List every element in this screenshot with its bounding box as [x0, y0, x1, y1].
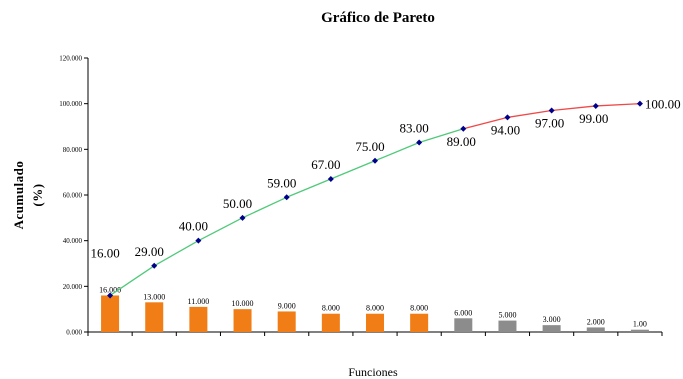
line-segment	[551, 105, 596, 112]
y-axis-title-line1: Acumulado	[11, 161, 26, 230]
bar	[542, 325, 561, 332]
line-point-marker	[460, 125, 467, 132]
y-tick-label: 20.000	[63, 283, 83, 291]
cumulative-value-label: 40.00	[179, 219, 208, 234]
cumulative-value-label: 59.00	[267, 175, 296, 190]
bar-value-label: 8.000	[322, 304, 340, 313]
line-point-marker	[636, 100, 643, 107]
bar-value-label: 3.000	[543, 315, 561, 324]
cumulative-value-label: 75.00	[355, 139, 384, 154]
bar-value-label: 5.000	[498, 311, 516, 320]
bar	[277, 311, 296, 332]
bar-value-label: 10.000	[232, 299, 254, 308]
bar	[410, 313, 429, 332]
y-tick-label: 100.000	[59, 100, 82, 108]
line-point-marker	[327, 176, 334, 183]
cumulative-labels: 16.00 29.00 40.00 50.00 59.00 67.00 75.00 83.00…	[90, 97, 680, 261]
y-axis-title: Acumulado (%)	[11, 161, 45, 230]
line-point-marker	[239, 214, 246, 221]
bar	[189, 306, 208, 332]
bar	[321, 313, 340, 332]
bar-value-label: 16.000	[99, 285, 121, 294]
line-segment	[330, 160, 376, 180]
bar-value-label: 8.000	[410, 304, 428, 313]
line-point-marker	[416, 139, 423, 146]
y-tick-label: 80.000	[63, 146, 83, 154]
bars	[101, 295, 649, 332]
line-segment	[198, 217, 243, 242]
cumulative-value-label: 83.00	[400, 120, 429, 135]
cumulative-value-label: 100.00	[645, 97, 681, 112]
bar	[145, 302, 164, 332]
line-segment	[463, 116, 508, 130]
bar-value-label: 8.000	[366, 304, 384, 313]
bar-value-label: 1.00	[633, 320, 647, 329]
cumulative-value-label: 29.00	[135, 244, 164, 259]
y-ticks: 0.000 20.000 40.000 60.000 80.000 100.000 120.…	[59, 55, 88, 337]
chart-title: Gráfico de Pareto	[321, 10, 435, 26]
bar-value-label: 9.000	[278, 301, 296, 310]
line-segment	[507, 109, 552, 119]
bar-value-label: 13.000	[143, 292, 165, 301]
cumulative-markers	[107, 100, 643, 299]
bar-labels: 16.000 13.000 11.000 10.000 9.000 8.000 8.000 8…	[99, 285, 647, 328]
line-point-marker	[283, 194, 290, 201]
cumulative-value-label: 50.00	[223, 196, 252, 211]
bar	[454, 318, 473, 332]
bar	[630, 329, 649, 332]
bar	[101, 295, 120, 332]
line-segment	[109, 265, 155, 297]
cumulative-value-label: 16.00	[90, 245, 119, 260]
line-segment	[418, 128, 464, 144]
bar	[366, 313, 384, 332]
cumulative-value-label: 99.00	[579, 111, 608, 126]
y-tick-label: 40.000	[63, 237, 83, 245]
bar-value-label: 11.000	[188, 297, 210, 306]
line-point-marker	[504, 114, 511, 121]
line-point-marker	[592, 102, 599, 109]
cumulative-value-label: 89.00	[447, 134, 476, 149]
bar	[498, 320, 517, 332]
line-point-marker	[372, 157, 378, 164]
line-point-marker	[548, 107, 555, 114]
bar-value-label: 2.000	[587, 317, 605, 326]
y-tick-label: 0.000	[66, 329, 82, 337]
line-point-marker	[151, 262, 158, 269]
line-segment	[242, 196, 287, 219]
cumulative-value-label: 94.00	[491, 122, 520, 137]
cumulative-value-label: 67.00	[311, 157, 340, 172]
bar-value-label: 6.000	[454, 308, 472, 317]
line-segment	[286, 178, 332, 198]
bar	[233, 309, 252, 332]
line-segment	[374, 141, 420, 162]
line-segment	[595, 103, 640, 107]
x-ticks	[87, 332, 663, 336]
cumulative-line	[109, 103, 640, 297]
bar	[586, 327, 605, 332]
y-tick-label: 60.000	[63, 192, 83, 200]
y-tick-label: 120.000	[59, 55, 82, 63]
line-segment	[153, 240, 199, 267]
y-axis-title-line2: (%)	[30, 183, 45, 206]
line-point-marker	[107, 292, 114, 299]
cumulative-value-label: 97.00	[535, 116, 564, 131]
x-axis-title: Funciones	[348, 365, 398, 379]
line-point-marker	[195, 237, 202, 244]
